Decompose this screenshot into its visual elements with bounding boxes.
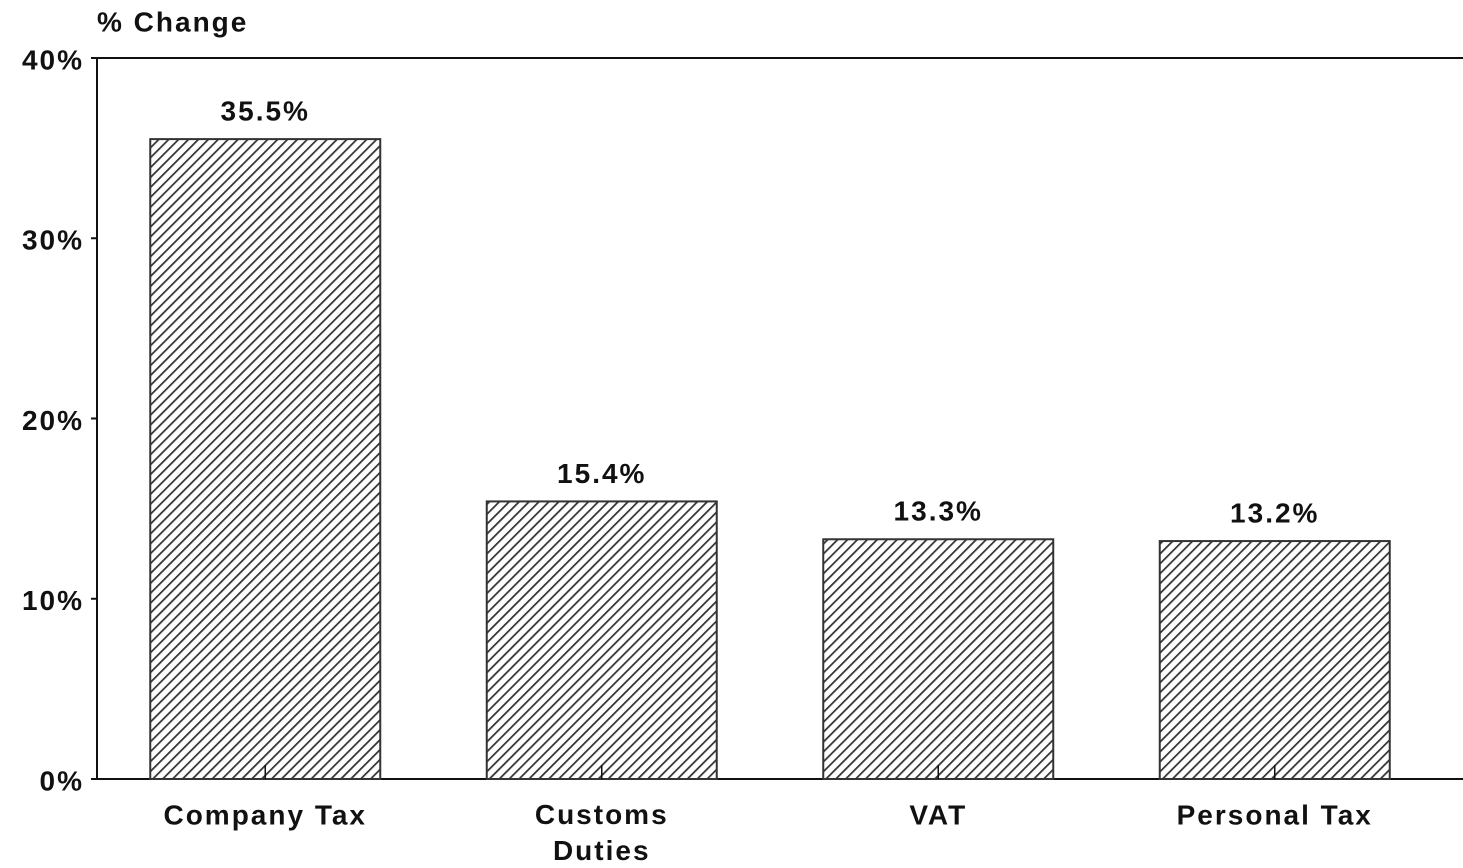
y-tick-label: 30%: [22, 225, 84, 256]
y-tick-label: 20%: [22, 405, 84, 436]
value-label: 15.4%: [557, 458, 646, 489]
y-tick-label: 40%: [22, 44, 84, 75]
value-label: 13.3%: [894, 496, 983, 527]
bar: [1158, 540, 1391, 780]
x-tick-label: Customs Duties: [535, 799, 669, 866]
value-label: 13.2%: [1230, 497, 1319, 528]
x-tick-label: VAT: [909, 799, 967, 830]
bar: [149, 138, 382, 781]
x-tick-label: Company Tax: [163, 799, 367, 830]
x-tick-label: Personal Tax: [1177, 799, 1373, 830]
bar: [485, 500, 718, 780]
value-label: 35.5%: [221, 96, 310, 127]
y-axis-label: % Change: [97, 6, 248, 37]
bar: [822, 538, 1055, 781]
y-tick-label: 0%: [40, 765, 84, 796]
y-tick-label: 10%: [22, 585, 84, 616]
